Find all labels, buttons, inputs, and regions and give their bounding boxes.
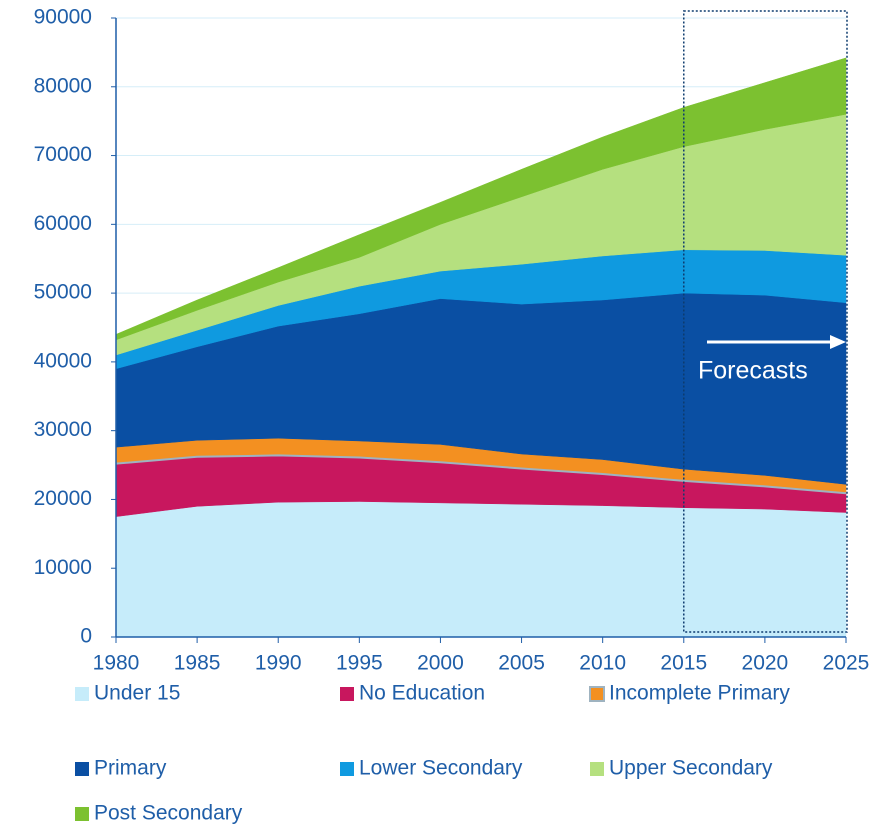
x-tick-label: 1995 [336, 652, 383, 675]
y-tick-label: 50000 [34, 281, 92, 304]
legend-label: Post Secondary [94, 802, 243, 825]
legend-swatch [589, 686, 605, 702]
legend-label: No Education [359, 682, 485, 705]
area [115, 57, 847, 341]
area-edge [115, 454, 847, 495]
y-tick-label: 90000 [34, 6, 92, 29]
legend-swatch [340, 687, 354, 701]
legend-swatch [75, 807, 89, 821]
y-tick-label: 80000 [34, 74, 92, 97]
y-tick-label: 0 [80, 625, 92, 648]
legend-label: Lower Secondary [359, 757, 523, 780]
x-tick-label: 1985 [174, 652, 221, 675]
annotation: Forecasts [698, 357, 808, 385]
forecast-box [683, 10, 848, 633]
legend-label: Upper Secondary [609, 757, 773, 780]
x-tick-label: 2000 [417, 652, 464, 675]
y-tick-label: 70000 [34, 143, 92, 166]
legend-label: Under 15 [94, 682, 180, 705]
y-tick-label: 60000 [34, 212, 92, 235]
legend-label: Primary [94, 757, 167, 780]
x-tick-label: 2025 [823, 652, 870, 675]
legend: Under 15 No Education Incomplete Primary Pr… [75, 682, 790, 825]
y-tick-label: 30000 [34, 418, 92, 441]
x-tick-label: 1980 [93, 652, 140, 675]
legend-swatch [590, 762, 604, 776]
area [115, 501, 847, 638]
legend-label: Incomplete Primary [609, 682, 790, 705]
y-tick-label: 40000 [34, 349, 92, 372]
x-tick-label: 2005 [498, 652, 545, 675]
x-tick-label: 1990 [255, 652, 302, 675]
legend-swatch [75, 762, 89, 776]
x-tick-label: 2020 [742, 652, 789, 675]
y-tick-label: 10000 [34, 556, 92, 579]
x-tick-label: 2015 [660, 652, 707, 675]
legend-swatch [75, 687, 89, 701]
legend-swatch [340, 762, 354, 776]
x-tick-label: 2010 [579, 652, 626, 675]
arrow-head [830, 335, 846, 349]
y-tick-label: 20000 [34, 487, 92, 510]
